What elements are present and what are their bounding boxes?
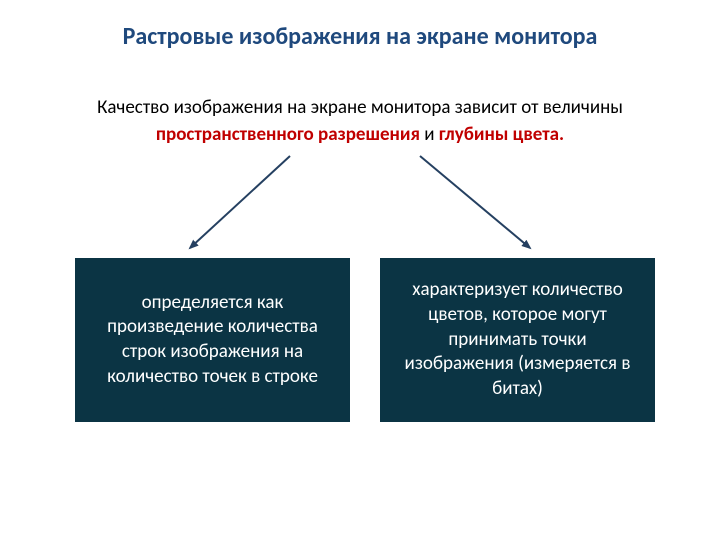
subtitle-line-1: Качество изображения на экране монитора … bbox=[0, 95, 720, 121]
slide-title: Растровые изображения на экране монитора bbox=[0, 22, 720, 51]
arrow-left bbox=[190, 156, 290, 248]
subtitle-line-2: пространственного разрешения и глубины ц… bbox=[0, 122, 720, 148]
arrows-svg bbox=[0, 148, 720, 268]
box-right: характеризует количество цветов, которое… bbox=[380, 258, 655, 422]
subtitle-emph-2: глубины цвета. bbox=[439, 123, 564, 146]
subtitle-emph-1: пространственного разрешения bbox=[156, 123, 420, 146]
subtitle-plain: и bbox=[420, 123, 439, 146]
box-left: определяется как произведение количества… bbox=[75, 258, 350, 422]
slide: Растровые изображения на экране монитора… bbox=[0, 0, 720, 540]
arrow-right bbox=[420, 156, 530, 248]
